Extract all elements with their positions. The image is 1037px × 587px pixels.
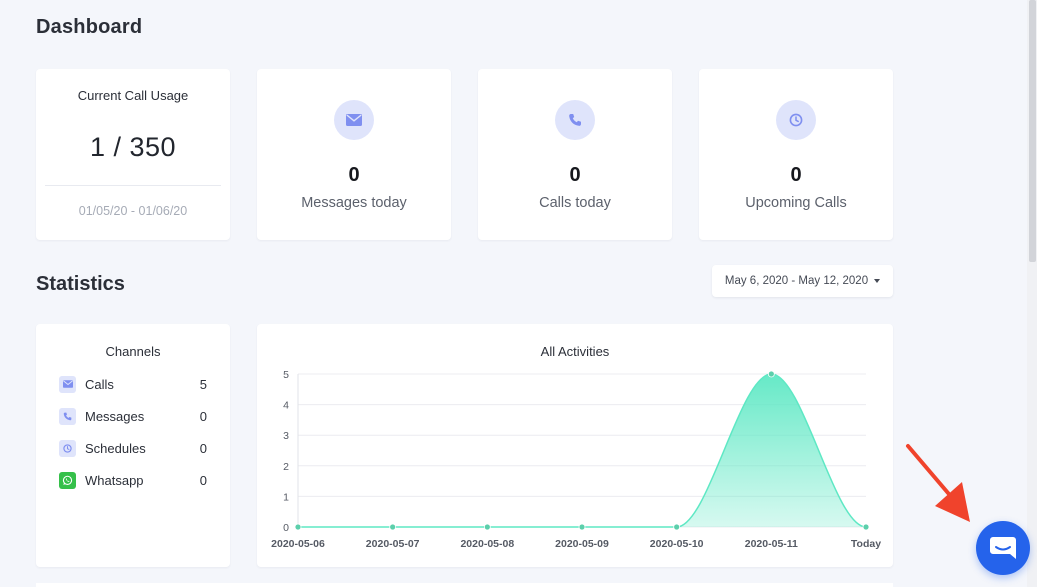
envelope-icon <box>59 375 76 393</box>
call-usage-label: Current Call Usage <box>77 88 189 103</box>
channel-count: 5 <box>199 376 207 392</box>
channel-count: 0 <box>199 408 207 424</box>
call-usage-card: Current Call Usage 1 / 350 01/05/20 - 01… <box>36 69 230 240</box>
channels-card: Channels Calls 5 Messages 0 Schedules 0 … <box>36 324 230 567</box>
x-tick-label: 2020-05-10 <box>650 538 704 550</box>
upcoming-calls-card: 0 Upcoming Calls <box>699 69 893 240</box>
x-tick-label: 2020-05-07 <box>366 538 420 550</box>
channel-count: 0 <box>199 472 207 488</box>
data-point <box>483 523 491 531</box>
date-range-label: May 6, 2020 - May 12, 2020 <box>724 275 869 287</box>
channel-name: Calls <box>85 376 114 392</box>
data-point <box>294 523 302 531</box>
next-section-card-edge <box>36 583 893 587</box>
data-point <box>389 523 397 531</box>
data-point <box>767 370 775 378</box>
scrollbar-thumb[interactable] <box>1029 0 1036 262</box>
call-usage-range: 01/05/20 - 01/06/20 <box>78 204 188 218</box>
channel-row-whatsapp: Whatsapp 0 <box>59 471 207 489</box>
channel-name: Messages <box>85 408 145 424</box>
upcoming-calls-label: Upcoming Calls <box>745 195 847 211</box>
calls-today-card: 0 Calls today <box>478 69 672 240</box>
y-tick-label: 3 <box>283 430 289 442</box>
statistics-title: Statistics <box>36 273 125 295</box>
messages-today-card: 0 Messages today <box>257 69 451 240</box>
all-activities-chart: 0 1 2 3 4 5 2020-05-06 2020-05-07 2020-05-08 2020… <box>271 369 881 550</box>
red-arrow-annotation-icon <box>906 444 970 522</box>
calls-today-value: 0 <box>569 164 581 186</box>
y-tick-label: 4 <box>283 400 289 412</box>
data-point <box>862 523 870 531</box>
x-tick-label: 2020-05-11 <box>745 538 798 550</box>
messages-today-label: Messages today <box>301 195 407 211</box>
series-area <box>298 374 866 527</box>
phone-icon <box>555 100 595 140</box>
clock-icon <box>776 100 816 140</box>
divider <box>45 185 221 186</box>
vertical-scrollbar[interactable] <box>1027 0 1037 587</box>
page-title: Dashboard <box>36 16 143 38</box>
channel-count: 0 <box>199 440 207 456</box>
series-line <box>298 373 867 528</box>
channel-name: Whatsapp <box>85 472 144 488</box>
data-point <box>578 523 586 531</box>
channel-row-messages: Messages 0 <box>59 407 207 425</box>
clock-icon <box>59 439 76 457</box>
chat-widget-button[interactable] <box>976 521 1030 575</box>
chart-title: All Activities <box>540 344 610 359</box>
data-point <box>673 523 681 531</box>
y-tick-label: 5 <box>283 369 289 381</box>
channel-row-schedules: Schedules 0 <box>59 439 207 457</box>
call-usage-value: 1 / 350 <box>89 132 177 162</box>
channel-row-calls: Calls 5 <box>59 375 207 393</box>
caret-down-icon <box>874 279 881 283</box>
upcoming-calls-value: 0 <box>790 164 802 186</box>
channel-name: Schedules <box>85 440 146 456</box>
channels-title: Channels <box>105 344 161 359</box>
phone-icon <box>59 407 76 425</box>
envelope-icon <box>334 100 374 140</box>
calls-today-label: Calls today <box>539 195 611 211</box>
date-range-picker[interactable]: May 6, 2020 - May 12, 2020 <box>712 265 893 297</box>
x-tick-label: 2020-05-09 <box>555 538 609 550</box>
chat-bubble-icon <box>990 537 1016 559</box>
x-tick-label: 2020-05-06 <box>271 538 325 550</box>
y-tick-label: 2 <box>283 461 289 473</box>
y-tick-label: 0 <box>283 522 289 534</box>
messages-today-value: 0 <box>348 164 360 186</box>
y-tick-label: 1 <box>283 491 289 503</box>
x-tick-label: 2020-05-08 <box>460 538 514 550</box>
x-tick-label: Today <box>851 538 881 550</box>
all-activities-chart-card: All Activities 0 1 2 3 4 5 2020-05-06 2020-05-0… <box>257 324 893 567</box>
whatsapp-icon <box>59 471 76 489</box>
